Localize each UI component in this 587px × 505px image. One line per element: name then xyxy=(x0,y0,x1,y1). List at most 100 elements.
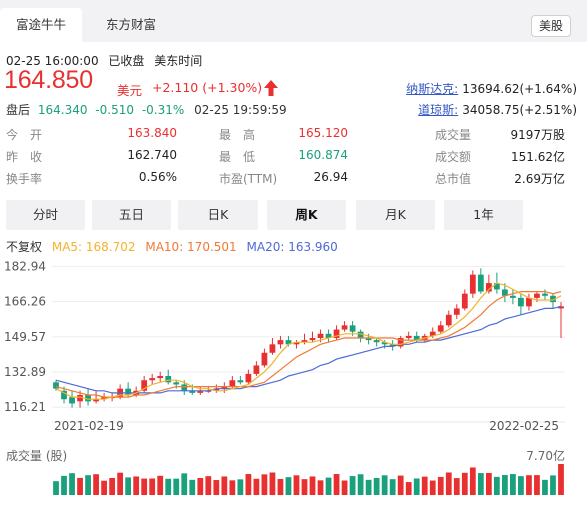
candle-body xyxy=(277,340,284,345)
volume-bar xyxy=(69,473,75,495)
period-button-1year[interactable]: 1年 xyxy=(444,200,523,230)
volume-bar xyxy=(205,476,212,495)
candle-body xyxy=(285,340,292,345)
volume-bar xyxy=(77,477,83,495)
volume-bar xyxy=(189,479,196,495)
volume-bar xyxy=(53,481,59,495)
stat-low-label: 最 低 xyxy=(219,150,256,164)
status-timezone: 美东时间 xyxy=(154,54,203,68)
volume-bar xyxy=(141,478,148,495)
volume-bar xyxy=(301,479,308,495)
volume-bar xyxy=(269,472,276,495)
volume-bar xyxy=(445,472,452,495)
volume-bar xyxy=(558,464,564,495)
candle-body xyxy=(526,297,532,307)
volume-bar xyxy=(341,480,348,495)
stat-turnover-label: 换手率 xyxy=(6,172,43,186)
volume-bar xyxy=(325,477,332,495)
arrow-up-icon xyxy=(264,80,278,96)
status-datetime: 02-25 16:00:00 xyxy=(6,54,99,68)
ma5-label: MA5: 168.702 xyxy=(51,240,136,254)
period-button-5day[interactable]: 五日 xyxy=(92,200,171,230)
after-hours-change: -0.510 xyxy=(95,103,134,117)
stat-pe-value: 26.94 xyxy=(313,170,348,184)
stat-low-value: 160.874 xyxy=(298,148,348,162)
current-price: 164.850 xyxy=(4,66,93,94)
period-button-intraday[interactable]: 分时 xyxy=(6,200,85,230)
volume-bar xyxy=(429,480,436,495)
candle-body xyxy=(501,289,508,296)
candle-body xyxy=(534,293,540,298)
x-start-label: 2021-02-19 xyxy=(54,419,124,433)
volume-bar xyxy=(534,475,540,495)
volume-bar xyxy=(550,475,556,495)
candle-body xyxy=(542,293,548,296)
tab-eastmoney[interactable]: 东方财富 xyxy=(105,17,156,32)
candle-body xyxy=(261,352,268,366)
index-nasdaq-name[interactable]: 纳斯达克: xyxy=(406,82,459,96)
volume-bar xyxy=(117,472,124,495)
period-button-daily-k[interactable]: 日K xyxy=(178,200,258,230)
price-currency: 美元 xyxy=(117,83,143,98)
index-dowjones[interactable]: 道琼斯: 34058.75(+2.51%) xyxy=(418,101,577,118)
market-badge: 美股 xyxy=(531,15,571,37)
volume-bar xyxy=(453,478,460,495)
stat-amount-value: 151.62亿 xyxy=(511,150,565,164)
candle-body xyxy=(69,397,75,404)
candle-body xyxy=(301,340,308,343)
tab-futu[interactable]: 富途牛牛 xyxy=(0,8,82,42)
stat-prev-close-value: 162.740 xyxy=(127,148,177,162)
volume-bar xyxy=(381,475,388,495)
period-button-weekly-k[interactable]: 周K xyxy=(267,200,346,230)
after-hours-change-pct: -0.31% xyxy=(141,103,185,117)
candle-body xyxy=(189,390,196,393)
volume-bar xyxy=(405,482,412,495)
index-nasdaq[interactable]: 纳斯达克: 13694.62(+1.64%) xyxy=(406,80,577,97)
volume-bar xyxy=(165,478,172,495)
candle-body xyxy=(453,308,460,315)
ma20-line xyxy=(55,305,562,394)
candle-body xyxy=(181,384,188,391)
ma5-line xyxy=(55,282,562,400)
candle-body xyxy=(397,338,404,347)
candle-body xyxy=(197,390,204,393)
period-button-monthly-k[interactable]: 月K xyxy=(356,200,435,230)
candle-body xyxy=(493,283,500,290)
y-tick-label: 166.26 xyxy=(4,295,46,309)
volume-bar xyxy=(397,475,404,495)
candle-body xyxy=(325,333,332,338)
candle-body xyxy=(245,373,252,383)
candle-body xyxy=(253,365,260,374)
candle-body xyxy=(213,388,220,391)
stat-amount-label: 成交额 xyxy=(435,150,472,164)
ma20-label: MA20: 163.960 xyxy=(246,240,338,254)
stat-high-label: 最 高 xyxy=(219,128,256,142)
volume-bar xyxy=(413,478,420,495)
quote-stats-grid: 今 开 163.840 昨 收 162.740 换手率 0.56% 最 高 16… xyxy=(0,124,587,188)
volume-bar xyxy=(181,473,188,495)
volume-bar xyxy=(437,476,444,495)
volume-bar xyxy=(493,476,500,495)
kline-chart[interactable]: 182.94 166.26 149.57 132.89 116.21 2021-02-19… xyxy=(0,258,587,498)
candle-body xyxy=(149,378,156,381)
volume-bar xyxy=(477,473,484,495)
candle-body xyxy=(389,344,396,347)
stat-high-value: 165.120 xyxy=(298,126,348,140)
volume-bar xyxy=(221,476,228,495)
candle-body xyxy=(445,314,452,326)
volume-panel-label: 成交量 (股) xyxy=(6,449,68,463)
volume-bar xyxy=(461,472,468,495)
candle-body xyxy=(309,338,316,341)
candle-body xyxy=(221,386,228,389)
stat-volume-label: 成交量 xyxy=(435,128,472,142)
volume-bar xyxy=(109,478,116,495)
candle-body xyxy=(141,380,148,391)
adjust-mode-label[interactable]: 不复权 xyxy=(6,240,43,254)
volume-bar xyxy=(469,467,476,495)
index-dowjones-name[interactable]: 道琼斯: xyxy=(418,103,459,117)
volume-bar xyxy=(197,478,204,495)
volume-bar xyxy=(510,474,516,495)
volume-bar xyxy=(61,475,67,495)
after-hours-label: 盘后 xyxy=(6,103,31,117)
volume-bar xyxy=(357,474,364,495)
